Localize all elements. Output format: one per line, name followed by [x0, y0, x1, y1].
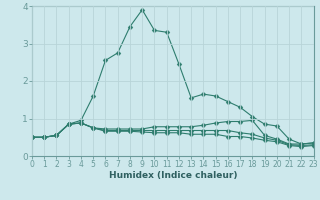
X-axis label: Humidex (Indice chaleur): Humidex (Indice chaleur) — [108, 171, 237, 180]
